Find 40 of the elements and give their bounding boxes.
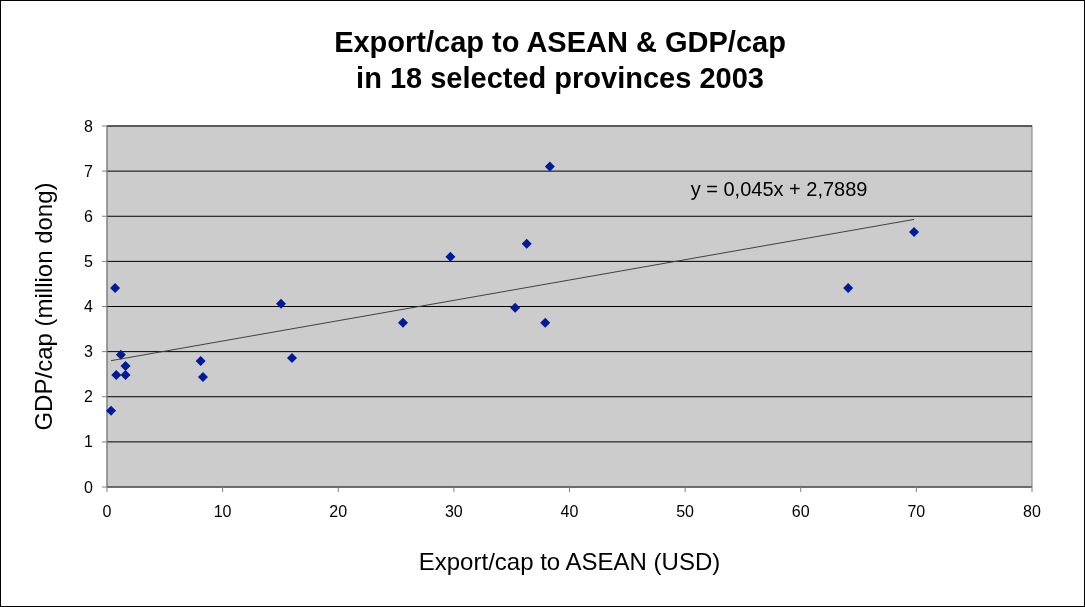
- annotation: y = 0,045x + 2,7889: [690, 178, 868, 201]
- point: [398, 317, 408, 328]
- point: [287, 352, 297, 363]
- y-tick-label: 7: [84, 162, 94, 180]
- y-tick-label: 4: [84, 298, 94, 316]
- x-axis-title: Export/cap to ASEAN (USD): [418, 548, 721, 575]
- x-tick-label: 0: [102, 503, 112, 520]
- y-tick-label: 5: [84, 252, 94, 270]
- y-tick-label: 8: [84, 117, 94, 135]
- point: [110, 283, 121, 293]
- y-tick-label: 3: [84, 343, 94, 361]
- point: [521, 238, 532, 249]
- point: [909, 227, 920, 238]
- x-tick-label: 70: [907, 503, 926, 520]
- x-tick-label: 30: [444, 503, 463, 520]
- point: [195, 356, 206, 367]
- point: [197, 371, 208, 382]
- x-tick-label: 40: [560, 503, 579, 520]
- x-tick-label: 10: [213, 503, 232, 520]
- y-axis-title: GDP/cap (million dong): [30, 182, 57, 431]
- point: [276, 298, 287, 309]
- y-tick-label: 0: [84, 478, 94, 496]
- point: [106, 405, 117, 416]
- chart-title: Export/cap to ASEAN & GDP/cap in 18 selected provinces 2003: [334, 26, 786, 94]
- x-tick-label: 80: [1023, 503, 1041, 520]
- point: [510, 302, 521, 313]
- x-tick-label: 60: [791, 503, 810, 520]
- y-tick-label: 2: [84, 388, 94, 406]
- point: [120, 361, 131, 372]
- point: [540, 317, 551, 328]
- x-tick-label: 20: [329, 503, 348, 520]
- y-tick-label: 6: [84, 207, 94, 225]
- x-tick-label: 50: [676, 503, 695, 520]
- point: [115, 349, 126, 360]
- point: [843, 283, 854, 293]
- point: [445, 251, 456, 262]
- point: [120, 370, 131, 381]
- point: [544, 161, 555, 172]
- y-tick-label: 1: [84, 433, 94, 451]
- point: [111, 370, 122, 381]
